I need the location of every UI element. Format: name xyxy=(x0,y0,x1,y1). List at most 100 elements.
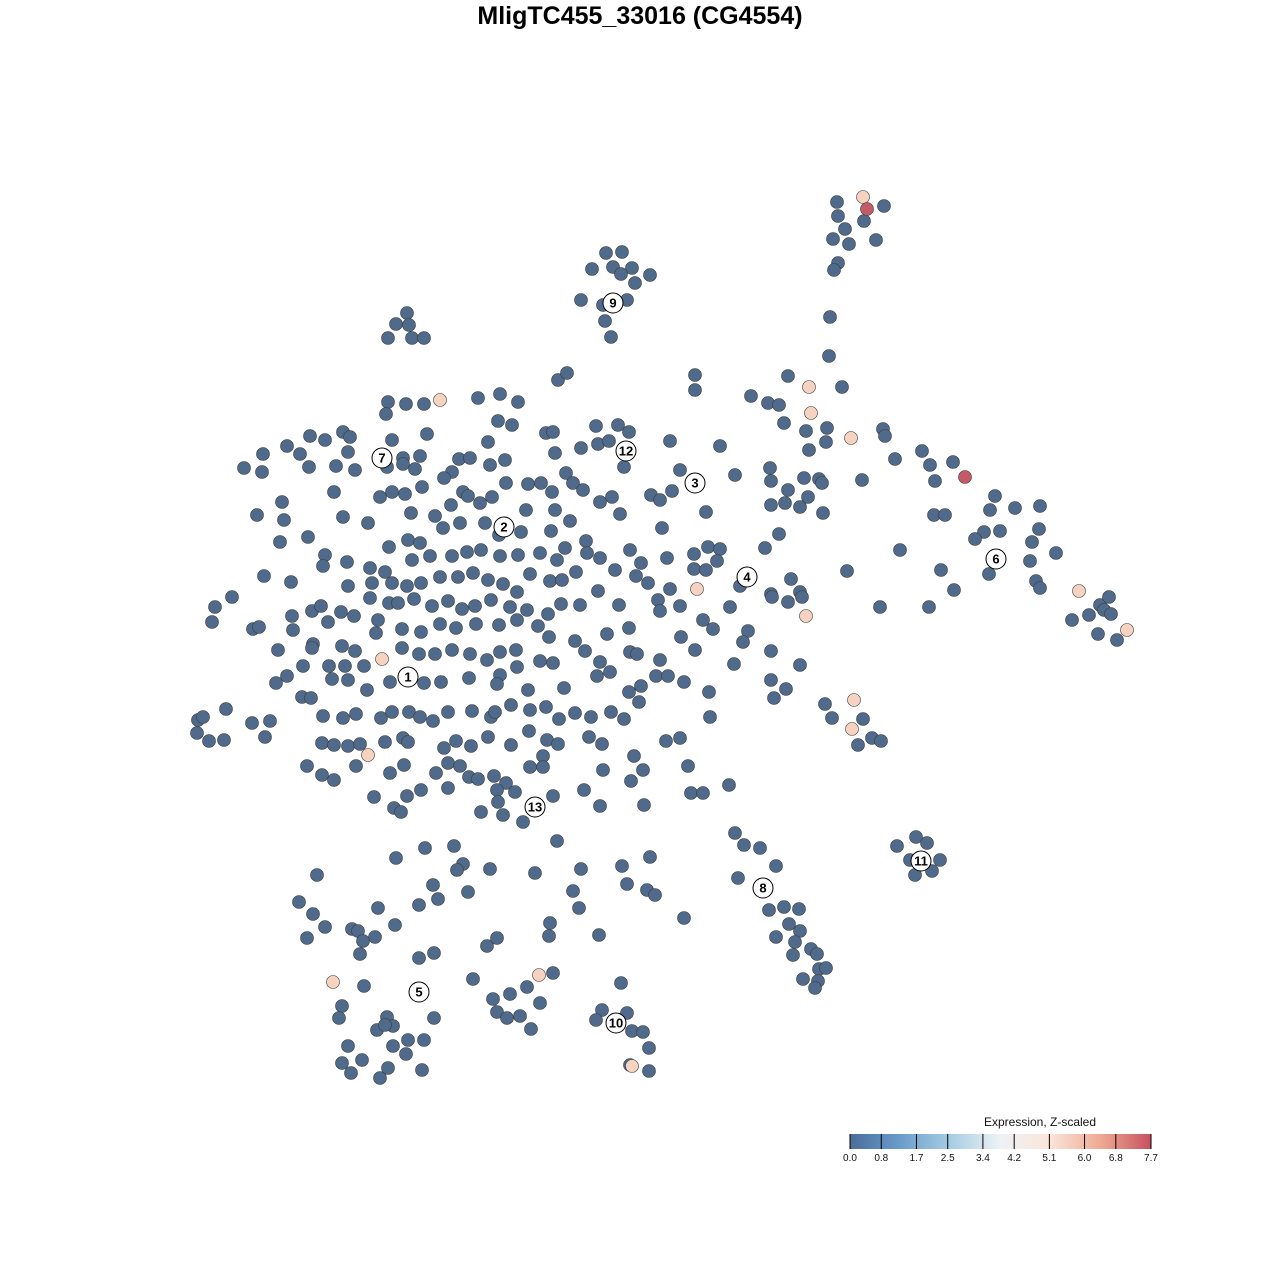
data-point xyxy=(608,563,622,577)
cluster-label-text: 13 xyxy=(528,800,542,815)
data-point xyxy=(444,498,458,512)
data-point xyxy=(731,871,745,885)
data-point xyxy=(722,778,736,792)
data-point xyxy=(781,369,795,383)
data-point xyxy=(510,660,524,674)
data-point xyxy=(499,476,513,490)
data-point xyxy=(273,535,287,549)
data-point xyxy=(426,878,440,892)
data-point xyxy=(388,918,402,932)
data-point xyxy=(577,783,591,797)
data-point xyxy=(423,549,437,563)
data-point xyxy=(514,525,528,539)
data-point xyxy=(801,490,815,504)
data-point xyxy=(208,600,222,614)
data-point xyxy=(781,595,795,609)
cluster-label-badge xyxy=(736,566,758,588)
data-point xyxy=(396,457,410,471)
data-point xyxy=(596,763,610,777)
data-point xyxy=(856,190,870,204)
data-point xyxy=(417,397,431,411)
data-point xyxy=(551,373,565,387)
data-point xyxy=(371,613,385,627)
data-point xyxy=(414,576,428,590)
data-point xyxy=(407,592,421,606)
data-point xyxy=(753,841,767,855)
data-point xyxy=(528,866,542,880)
data-point xyxy=(767,691,781,705)
data-point xyxy=(1008,501,1022,515)
data-point xyxy=(280,439,294,453)
data-point xyxy=(469,617,483,631)
data-point xyxy=(466,566,480,580)
data-point xyxy=(576,483,590,497)
data-point xyxy=(737,838,751,852)
data-point xyxy=(453,516,467,530)
data-point xyxy=(793,658,807,672)
data-point xyxy=(284,575,298,589)
legend-tick-label: 3.4 xyxy=(975,1153,990,1164)
data-point xyxy=(728,468,742,482)
legend-tick-label: 1.7 xyxy=(909,1153,924,1164)
cluster-label-text: 4 xyxy=(743,570,751,585)
data-point xyxy=(398,487,412,501)
data-point xyxy=(455,602,469,616)
data-point xyxy=(327,773,341,787)
data-point xyxy=(643,850,657,864)
data-point xyxy=(490,677,504,691)
data-point xyxy=(493,387,507,401)
data-point xyxy=(344,1066,358,1080)
data-point xyxy=(620,877,634,891)
data-point xyxy=(397,758,411,772)
data-point xyxy=(500,1011,514,1025)
data-point xyxy=(400,789,414,803)
data-point xyxy=(835,380,849,394)
cluster-label: 9 xyxy=(602,292,624,314)
data-point xyxy=(797,471,811,485)
data-point xyxy=(263,714,277,728)
data-point xyxy=(225,590,239,604)
data-point xyxy=(381,395,395,409)
data-point xyxy=(338,659,352,673)
cluster-label-badge xyxy=(602,292,624,314)
data-point xyxy=(810,947,824,961)
data-point xyxy=(822,349,836,363)
data-point xyxy=(653,604,667,618)
data-point xyxy=(441,756,455,770)
data-point xyxy=(451,570,465,584)
data-point xyxy=(385,576,399,590)
data-point xyxy=(831,209,845,223)
data-point xyxy=(341,673,355,687)
data-point xyxy=(1032,522,1046,536)
data-point xyxy=(314,599,328,613)
data-point xyxy=(542,929,556,943)
data-point xyxy=(414,625,428,639)
data-point xyxy=(603,665,617,679)
data-point xyxy=(374,711,388,725)
data-point xyxy=(508,785,522,799)
data-point xyxy=(453,759,467,773)
data-point xyxy=(851,738,865,752)
data-point xyxy=(816,506,830,520)
data-point xyxy=(381,1061,395,1075)
data-point xyxy=(335,639,349,653)
data-point xyxy=(343,430,357,444)
data-point xyxy=(622,621,636,635)
data-point xyxy=(1033,499,1047,513)
cluster-label-text: 5 xyxy=(415,985,422,1000)
data-point xyxy=(386,1039,400,1053)
data-point xyxy=(838,222,852,236)
data-point xyxy=(758,541,772,555)
cluster-label-badge xyxy=(684,472,706,494)
data-point xyxy=(375,652,389,666)
data-point xyxy=(988,489,1002,503)
data-point xyxy=(701,540,715,554)
data-point xyxy=(808,981,822,995)
data-point xyxy=(661,669,675,683)
data-point xyxy=(544,524,558,538)
data-point xyxy=(399,1047,413,1061)
data-point xyxy=(257,569,271,583)
data-point xyxy=(792,902,806,916)
data-point xyxy=(441,781,455,795)
